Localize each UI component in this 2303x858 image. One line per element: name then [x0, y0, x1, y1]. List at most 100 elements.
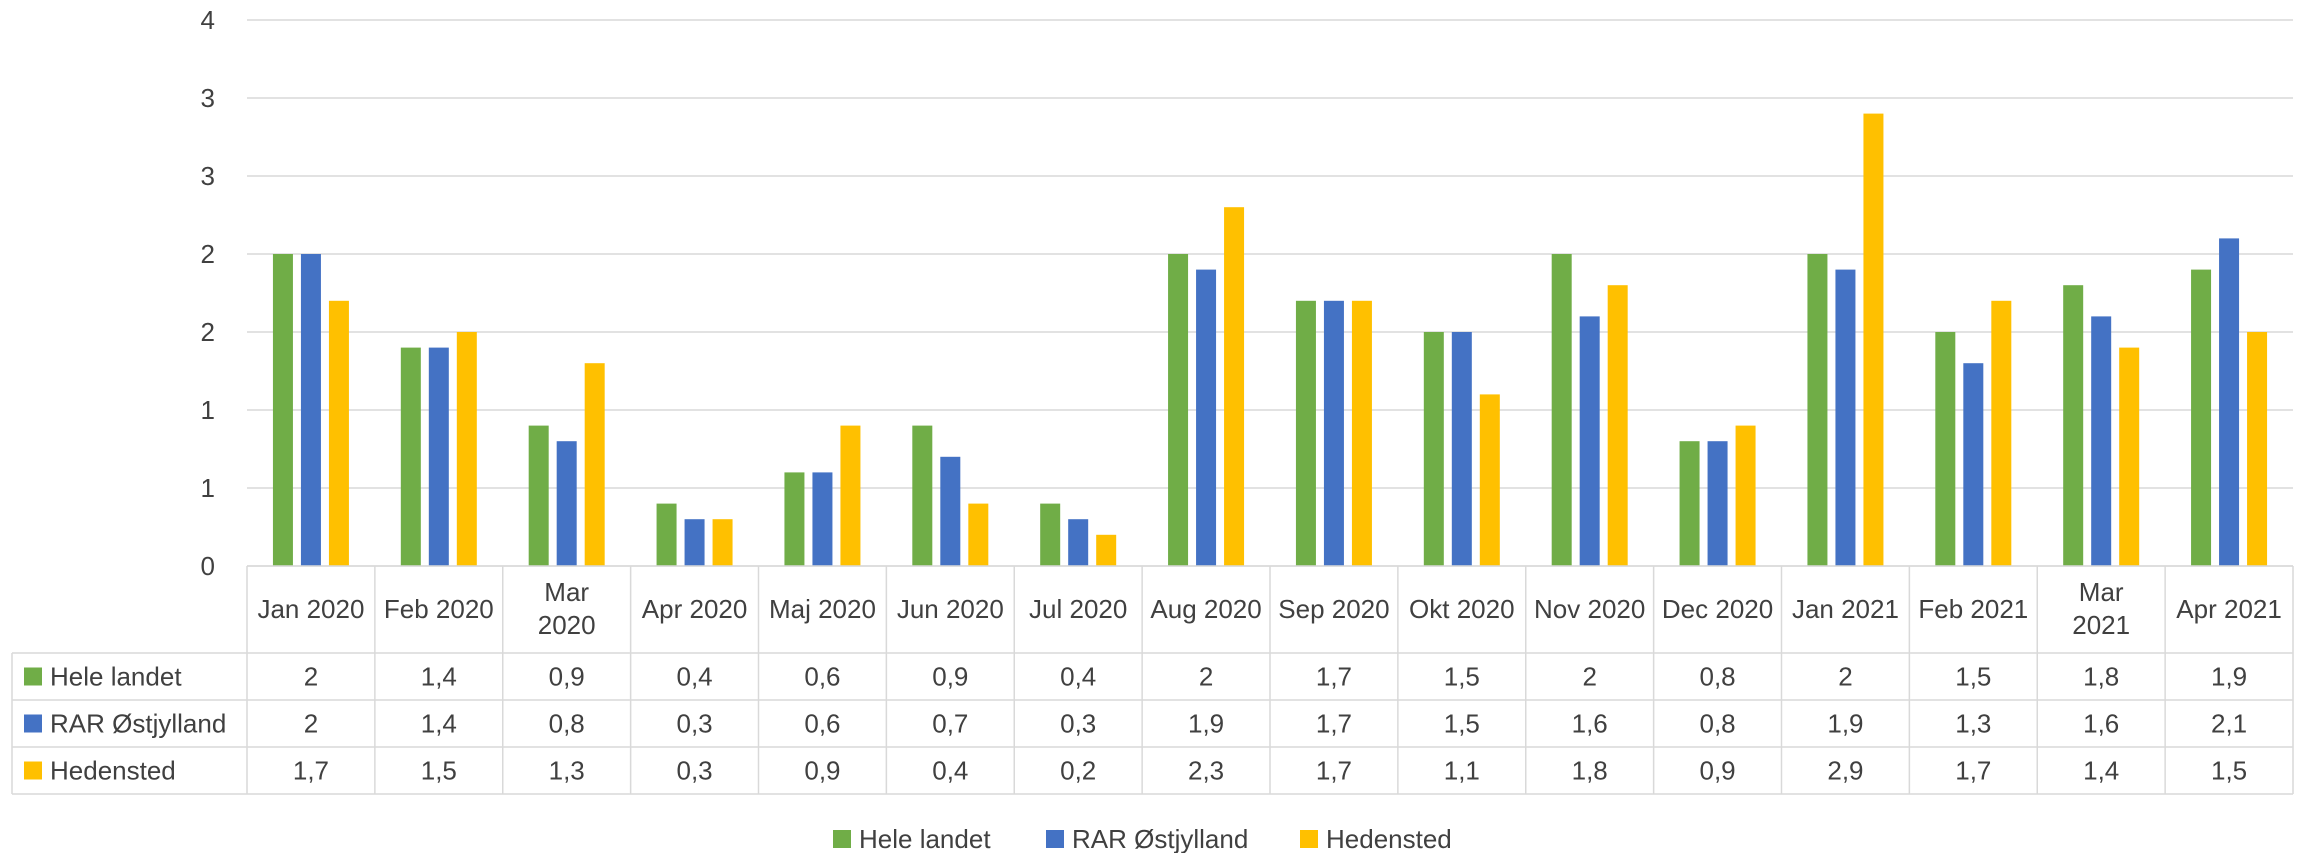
table-value: 1,5 [421, 756, 457, 786]
y-tick-label: 3 [201, 161, 215, 191]
bar-hele-landet [784, 472, 805, 566]
bar-rar-stjylland [1451, 332, 1472, 566]
data-table: Jan 2020 Feb 2020 Mar 2020 Apr 2020 Maj 2020 J… [11, 565, 2294, 795]
bar-hele-landet [1423, 332, 1444, 566]
table-value: 0,9 [932, 662, 968, 692]
bar-hele-landet [272, 254, 293, 566]
category-label: Jun 2020 [897, 594, 1004, 624]
table-value: 1,5 [1955, 662, 1991, 692]
table-value: 0,3 [676, 756, 712, 786]
legend-label: RAR Østjylland [1072, 824, 1248, 853]
bar-hele-landet [1935, 332, 1956, 566]
gridlines [247, 19, 2293, 567]
bar-rar-stjylland [940, 456, 961, 566]
bar-hele-landet [528, 425, 549, 566]
bar-hele-landet [1551, 254, 1572, 566]
category-label: Mar 2020 [538, 577, 596, 640]
bar-rar-stjylland [1579, 316, 1600, 566]
bar-hele-landet [656, 503, 677, 566]
table-value: 0,8 [1699, 662, 1735, 692]
bar-hele-landet [1807, 254, 1828, 566]
bar-hedensted [1096, 534, 1117, 566]
table-value: 2,3 [1188, 756, 1224, 786]
table-value: 0,6 [804, 662, 840, 692]
bar-rar-stjylland [1707, 441, 1728, 566]
legend-key [833, 830, 851, 848]
bar-hedensted [840, 425, 861, 566]
table-value: 1,4 [421, 662, 457, 692]
table-series-name: RAR Østjylland [50, 709, 226, 739]
table-value: 2 [1199, 662, 1213, 692]
table-value: 0,9 [804, 756, 840, 786]
table-value: 0,3 [676, 709, 712, 739]
bar-rar-stjylland [1835, 269, 1856, 566]
table-value: 0,4 [676, 662, 712, 692]
table-value: 1,4 [2083, 756, 2119, 786]
bar-hedensted [2119, 347, 2140, 566]
bar-hedensted [456, 332, 477, 566]
y-tick-label: 2 [201, 317, 215, 347]
table-value: 0,2 [1060, 756, 1096, 786]
category-label: Apr 2021 [2176, 594, 2282, 624]
y-tick-label: 1 [201, 395, 215, 425]
table-value: 1,7 [293, 756, 329, 786]
table-value: 0,8 [1699, 709, 1735, 739]
category-label: Nov 2020 [1534, 594, 1645, 624]
bar-hele-landet [2191, 269, 2212, 566]
category-label: Okt 2020 [1409, 594, 1515, 624]
table-value: 0,6 [804, 709, 840, 739]
category-label: Sep 2020 [1278, 594, 1389, 624]
bar-hedensted [1863, 113, 1884, 566]
table-value: 1,5 [2211, 756, 2247, 786]
y-tick-label: 3 [201, 83, 215, 113]
table-value: 0,9 [549, 662, 585, 692]
bar-rar-stjylland [300, 254, 321, 566]
table-value: 1,7 [1316, 756, 1352, 786]
table-value: 1,3 [549, 756, 585, 786]
bar-hele-landet [1679, 441, 1700, 566]
bar-rar-stjylland [1323, 300, 1344, 566]
bar-hedensted [1607, 285, 1628, 566]
bar-hedensted [584, 363, 605, 566]
y-tick-label: 4 [201, 5, 215, 35]
legend-key [1046, 830, 1064, 848]
table-value: 2,1 [2211, 709, 2247, 739]
table-value: 2 [304, 662, 318, 692]
bar-hele-landet [1040, 503, 1061, 566]
category-label: Jul 2020 [1029, 594, 1127, 624]
table-value: 1,9 [2211, 662, 2247, 692]
category-label: Apr 2020 [642, 594, 748, 624]
table-value: 0,7 [932, 709, 968, 739]
bar-rar-stjylland [556, 441, 577, 566]
category-label: Aug 2020 [1150, 594, 1261, 624]
bar-rar-stjylland [1963, 363, 1984, 566]
category-label: Jan 2020 [257, 594, 364, 624]
category-label: Feb 2021 [1918, 594, 2028, 624]
table-value: 1,7 [1955, 756, 1991, 786]
bar-hedensted [712, 519, 733, 566]
category-label: Jan 2021 [1792, 594, 1899, 624]
table-value: 1,1 [1444, 756, 1480, 786]
table-value: 0,8 [549, 709, 585, 739]
table-value: 1,3 [1955, 709, 1991, 739]
bar-hele-landet [1168, 254, 1189, 566]
bar-hedensted [1224, 207, 1245, 566]
y-tick-label: 2 [201, 239, 215, 269]
table-legend-key [24, 761, 42, 780]
table-value: 0,4 [1060, 662, 1096, 692]
bar-hedensted [1479, 394, 1500, 566]
table-value: 1,8 [1572, 756, 1608, 786]
legend-label: Hedensted [1326, 824, 1452, 853]
bar-hele-landet [912, 425, 933, 566]
legend-label: Hele landet [859, 824, 991, 853]
bars [272, 113, 2268, 566]
bar-hedensted [1991, 300, 2012, 566]
bar-hele-landet [2063, 285, 2084, 566]
bar-hele-landet [1295, 300, 1316, 566]
bar-hedensted [2247, 332, 2268, 566]
table-value: 2,9 [1827, 756, 1863, 786]
category-label: Mar 2021 [2072, 577, 2130, 640]
bar-hele-landet [400, 347, 421, 566]
bar-rar-stjylland [684, 519, 705, 566]
table-value: 1,5 [1444, 662, 1480, 692]
